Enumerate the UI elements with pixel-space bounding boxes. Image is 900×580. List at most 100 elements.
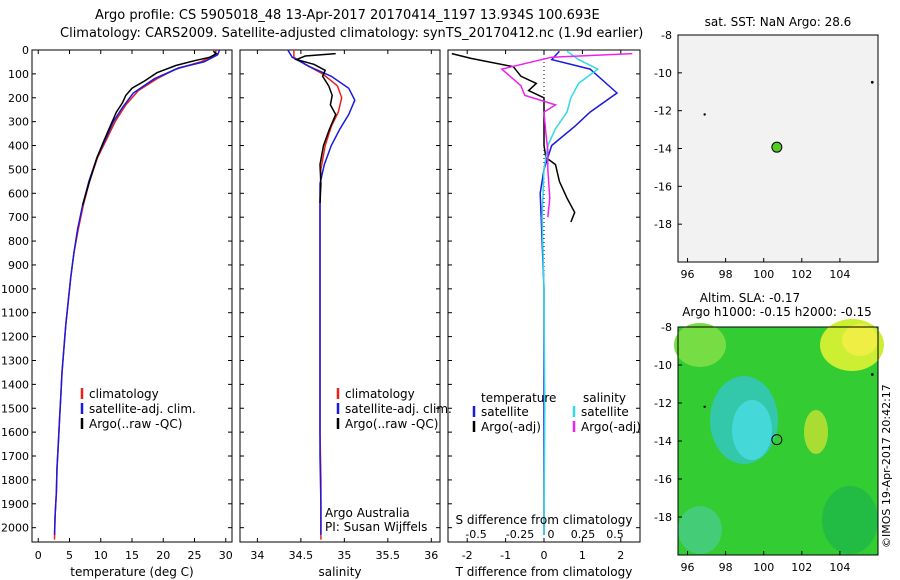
climatology-title: Climatology: CARS2009. Satellite-adjuste… xyxy=(60,26,644,41)
salinity-xtick-label: 35 xyxy=(337,549,351,562)
sla-anomaly-patch xyxy=(674,323,726,367)
difference-series-t-argo-adj- xyxy=(451,52,576,223)
map-xtick-label: 104 xyxy=(829,561,850,574)
map-ytick-label: -16 xyxy=(654,473,672,486)
salinity-xlabel: salinity xyxy=(318,565,361,579)
map-xtick-label: 104 xyxy=(829,268,850,281)
island-mark xyxy=(870,373,874,376)
salinity-series-argo-raw-qc- xyxy=(294,52,337,203)
salinity-xtick-label: 35.5 xyxy=(376,549,401,562)
difference-xtick-label: -1 xyxy=(500,549,511,562)
legend-temperature-title: temperature xyxy=(481,391,556,405)
sst-map-title: sat. SST: NaN Argo: 28.6 xyxy=(705,15,852,29)
difference-xtick-label: 0 xyxy=(541,549,548,562)
difference-series-s-satellite xyxy=(541,50,600,535)
salinity-legend-label: satellite-adj. clim. xyxy=(345,402,452,416)
difference-xlabel: T difference from climatology xyxy=(455,565,633,579)
map-xtick-label: 98 xyxy=(719,561,733,574)
depth-tick-label: 1200 xyxy=(1,331,29,344)
depth-tick-label: 1600 xyxy=(1,426,29,439)
temperature-plot-frame xyxy=(31,49,233,543)
salinity-legend-label: Argo(..raw -QC) xyxy=(345,417,438,431)
map-ytick-label: -10 xyxy=(654,67,672,80)
depth-tick-label: 100 xyxy=(8,68,29,81)
sla-anomaly-patch xyxy=(732,400,772,460)
map-xtick-label: 102 xyxy=(791,561,812,574)
depth-tick-label: 800 xyxy=(8,235,29,248)
temperature-legend-label: satellite-adj. clim. xyxy=(89,402,196,416)
temperature-xtick-label: 10 xyxy=(94,549,108,562)
salinity-legend-label: climatology xyxy=(345,387,415,401)
depth-tick-label: 600 xyxy=(8,187,29,200)
difference-series-s-argo-adj- xyxy=(500,52,633,218)
island-mark xyxy=(870,80,874,84)
map-xtick-label: 100 xyxy=(753,268,774,281)
island-mark xyxy=(703,405,706,408)
depth-tick-label: 300 xyxy=(8,116,29,129)
difference-s-label: S difference from climatology xyxy=(456,513,633,527)
sla-anomaly-patch xyxy=(678,506,722,554)
difference-legend-label: satellite xyxy=(481,405,529,419)
temperature-xlabel: temperature (deg C) xyxy=(70,565,193,579)
depth-tick-label: 2000 xyxy=(1,522,29,535)
salinity-series-satellite-adj-clim- xyxy=(287,49,356,535)
depth-tick-label: 900 xyxy=(8,259,29,272)
sla-anomaly-patch xyxy=(842,324,878,356)
difference-legend-label: Argo(-adj) xyxy=(481,420,541,434)
depth-tick-label: 0 xyxy=(22,44,29,57)
profile-title: Argo profile: CS 5905018_48 13-Apr-2017 … xyxy=(95,8,600,23)
temperature-xtick-label: 5 xyxy=(66,549,73,562)
difference-legend-label: satellite xyxy=(581,405,629,419)
depth-tick-label: 1100 xyxy=(1,307,29,320)
salinity-plot-frame xyxy=(239,49,441,543)
depth-tick-label: 1900 xyxy=(1,498,29,511)
difference-s-tick-label: 0.25 xyxy=(571,528,596,541)
map-xtick-label: 98 xyxy=(719,268,733,281)
map-xtick-label: 100 xyxy=(753,561,774,574)
temperature-xtick-label: 0 xyxy=(35,549,42,562)
temperature-xtick-label: 15 xyxy=(125,549,139,562)
depth-tick-label: 1300 xyxy=(1,354,29,367)
depth-tick-label: 1500 xyxy=(1,402,29,415)
depth-tick-label: 1000 xyxy=(1,283,29,296)
map-ytick-label: -14 xyxy=(654,143,672,156)
salinity-xtick-label: 36 xyxy=(424,549,438,562)
sla-anomaly-patch xyxy=(822,486,878,554)
map-ytick-label: -18 xyxy=(654,511,672,524)
depth-tick-label: 200 xyxy=(8,92,29,105)
temperature-series-satellite-adj-clim- xyxy=(53,49,221,535)
island-mark xyxy=(703,113,706,116)
temperature-xtick-label: 30 xyxy=(219,549,233,562)
map-ytick-label: -10 xyxy=(654,359,672,372)
sla-map-subtitle: Argo h1000: -0.15 h2000: -0.15 xyxy=(682,305,872,319)
depth-tick-label: 400 xyxy=(8,140,29,153)
difference-s-tick-label: -0.5 xyxy=(465,528,486,541)
map-xtick-label: 96 xyxy=(681,268,695,281)
depth-tick-label: 1800 xyxy=(1,474,29,487)
temperature-xtick-label: 20 xyxy=(156,549,170,562)
difference-xtick-label: 2 xyxy=(617,549,624,562)
sla-map-title: Altim. SLA: -0.17 xyxy=(700,291,800,305)
temperature-legend-label: Argo(..raw -QC) xyxy=(89,417,182,431)
difference-xtick-label: 1 xyxy=(579,549,586,562)
temperature-legend-label: climatology xyxy=(89,387,159,401)
difference-s-tick-label: -0.25 xyxy=(506,528,534,541)
pi-label: PI: Susan Wijffels xyxy=(325,520,427,534)
map-ytick-label: -12 xyxy=(654,397,672,410)
depth-tick-label: 1700 xyxy=(1,450,29,463)
temperature-series-argo-raw-qc- xyxy=(81,50,218,206)
difference-xtick-label: -2 xyxy=(462,549,473,562)
argo-float-position xyxy=(771,434,783,446)
map-xtick-label: 96 xyxy=(681,561,695,574)
depth-tick-label: 700 xyxy=(8,211,29,224)
sla-anomaly-patch xyxy=(804,410,828,454)
argo-australia-label: Argo Australia xyxy=(325,506,410,520)
credit-text: ©IMOS 19-Apr-2017 20:42:17 xyxy=(880,384,893,548)
difference-s-tick-label: 0 xyxy=(548,528,555,541)
map-xtick-label: 102 xyxy=(791,268,812,281)
depth-tick-label: 1400 xyxy=(1,378,29,391)
map-ytick-label: -8 xyxy=(661,29,672,42)
difference-legend-label: Argo(-adj) xyxy=(581,420,641,434)
map-ytick-label: -14 xyxy=(654,435,672,448)
map-ytick-label: -16 xyxy=(654,180,672,193)
